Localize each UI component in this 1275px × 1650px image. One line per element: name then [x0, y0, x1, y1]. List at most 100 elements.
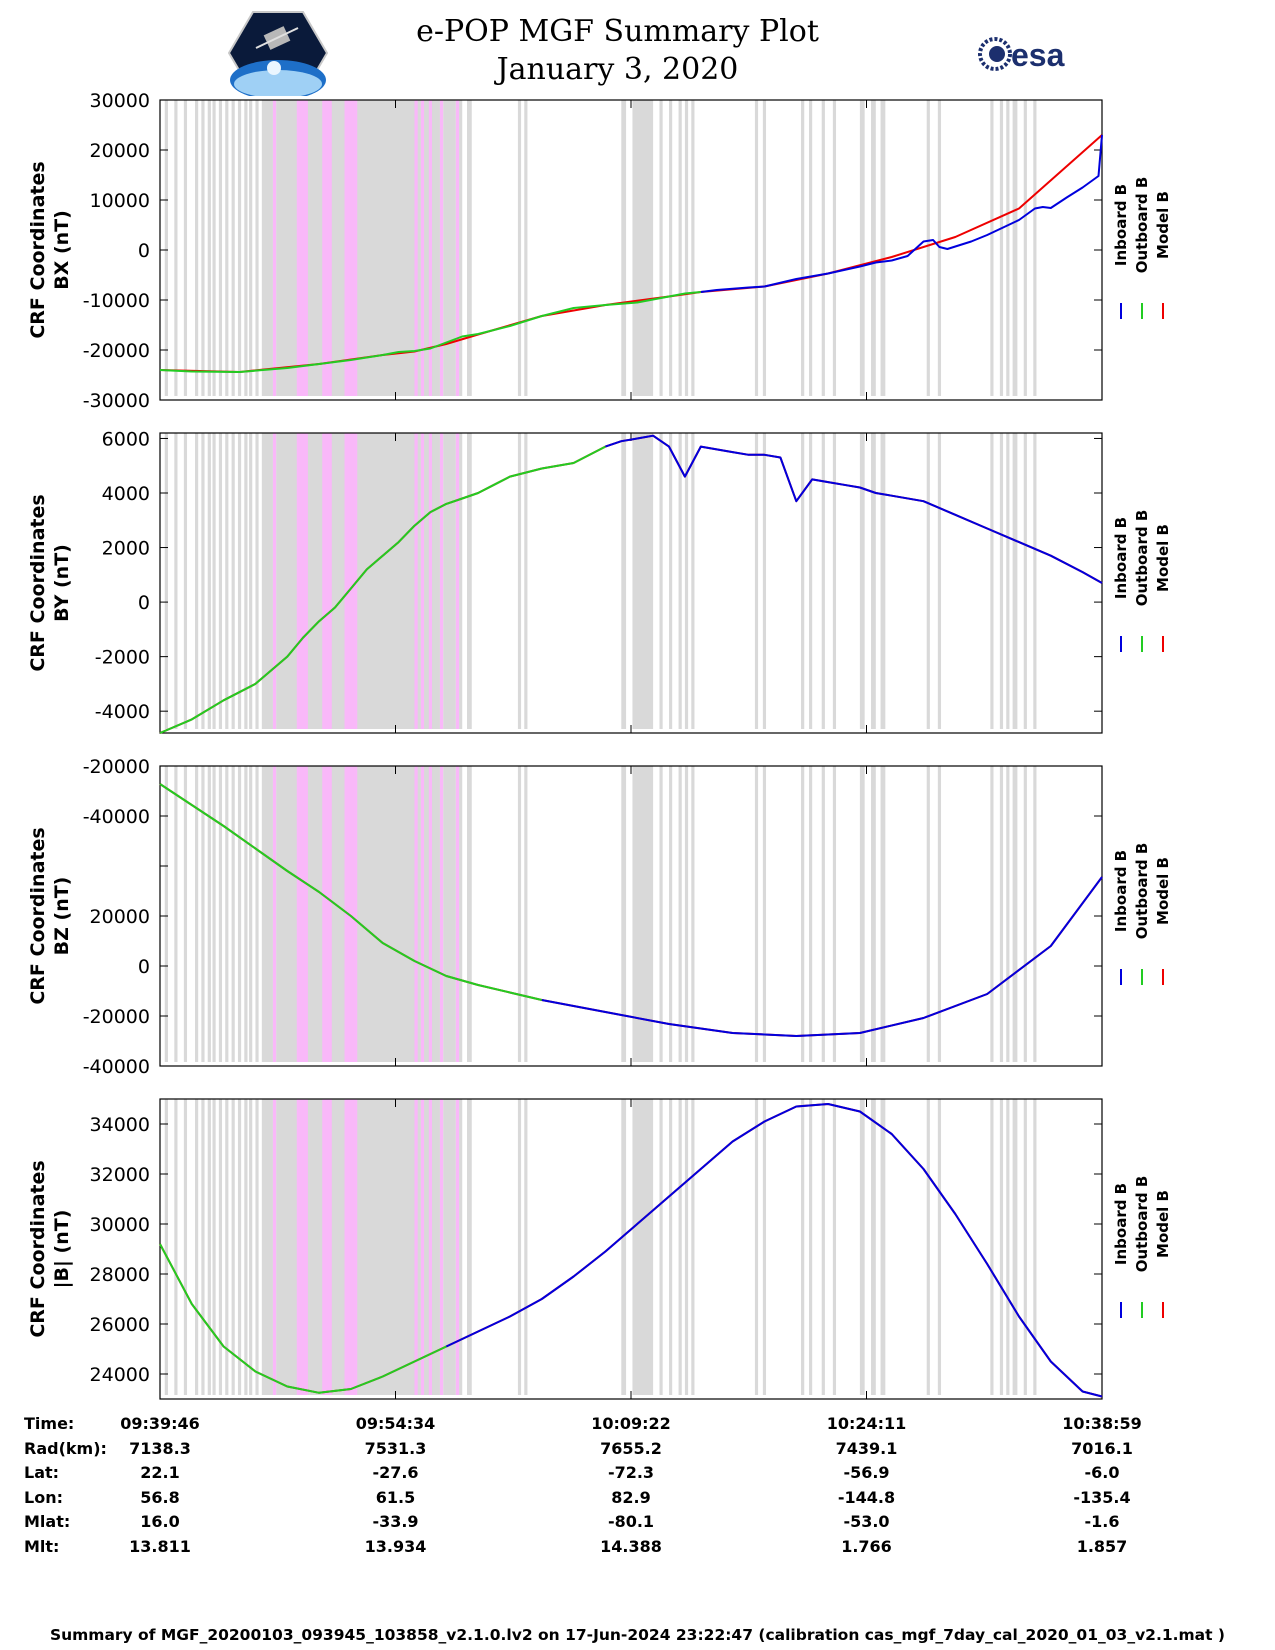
inboard-b-line: [700, 134, 1103, 293]
pink-band: [455, 100, 460, 396]
gap-band: [632, 433, 654, 729]
gap-band: [632, 766, 654, 1062]
pink-band: [455, 1099, 460, 1395]
gap-band: [244, 100, 248, 396]
gap-band: [517, 766, 522, 1062]
gap-band: [244, 766, 248, 1062]
gap-band: [174, 766, 178, 1062]
table-cell: 7016.1: [1071, 1438, 1133, 1458]
gap-band: [225, 1099, 229, 1395]
gap-band: [459, 766, 463, 1062]
gap-band: [207, 1099, 211, 1395]
table-cell: 7655.2: [600, 1438, 662, 1458]
gap-band: [937, 766, 942, 1062]
table-cell: 56.8: [140, 1487, 180, 1507]
gap-band: [859, 100, 865, 396]
gap-band: [194, 433, 199, 729]
gap-band: [990, 766, 994, 1062]
gap-band: [762, 100, 767, 396]
legend-entry: Model B: [1154, 1190, 1172, 1258]
y-axis-label: BY (nT): [51, 544, 73, 622]
y-axis-label: BX (nT): [51, 210, 73, 290]
outboard-b-line: [159, 445, 606, 734]
gap-band: [231, 766, 235, 1062]
gap-band: [621, 433, 627, 729]
y-tick-label: -40000: [83, 1056, 150, 1078]
gap-band: [261, 1099, 273, 1395]
outboard-b-line: [159, 291, 701, 373]
gap-band: [164, 1099, 168, 1395]
gap-band: [808, 766, 813, 1062]
gap-band: [249, 433, 253, 729]
y-tick-label: -30000: [83, 390, 150, 412]
table-cell: 10:38:59: [1062, 1414, 1142, 1433]
gap-band: [174, 100, 178, 396]
pink-band: [455, 433, 460, 729]
gap-band: [201, 433, 205, 729]
pink-band: [272, 433, 277, 729]
gap-band: [762, 766, 767, 1062]
gap-band: [212, 433, 216, 729]
y-tick-label: 30000: [90, 1214, 150, 1236]
pink-band: [420, 766, 425, 1062]
gap-band: [231, 1099, 235, 1395]
gap-band: [669, 433, 673, 729]
y-tick-label: 2000: [102, 538, 150, 560]
y-tick-label: -2000: [95, 647, 150, 669]
gap-band: [1023, 1099, 1027, 1395]
legend-entry: Outboard B: [1133, 843, 1151, 940]
y-tick-label: 24000: [90, 1364, 150, 1386]
gap-band: [249, 100, 253, 396]
gap-band: [459, 1099, 463, 1395]
gap-band: [684, 433, 689, 729]
gap-band: [871, 766, 876, 1062]
pink-band: [296, 100, 308, 396]
table-row-label: Mlat:: [24, 1512, 71, 1532]
table-cell: 7138.3: [129, 1438, 191, 1458]
pink-band: [322, 1099, 332, 1395]
panel-bz: -20000 -40000 20000 0 -20000 -40000 CRF Coordi…: [27, 756, 1172, 1078]
gap-band: [194, 100, 199, 396]
gap-band: [808, 433, 813, 729]
table-cell: 1.857: [1076, 1537, 1128, 1556]
gap-band: [1033, 100, 1037, 396]
y-axis-label: CRF Coordinates: [27, 494, 49, 671]
pink-band: [428, 100, 433, 396]
gap-band: [859, 766, 865, 1062]
gap-band: [678, 433, 682, 729]
table-cell: -72.3: [607, 1463, 655, 1483]
gap-band: [524, 433, 528, 729]
gap-band: [201, 766, 205, 1062]
gap-band: [225, 433, 229, 729]
gap-band: [255, 433, 259, 729]
gap-band: [880, 433, 886, 729]
gap-band: [164, 433, 168, 729]
table-cell: 7439.1: [835, 1438, 898, 1458]
gap-band: [926, 100, 930, 396]
y-axis-label: BZ (nT): [51, 877, 73, 956]
pink-band: [414, 1099, 418, 1395]
gap-band: [990, 1099, 994, 1395]
gap-band: [237, 100, 242, 396]
gap-band: [174, 1099, 178, 1395]
gap-band: [231, 433, 235, 729]
gap-band: [183, 100, 188, 396]
y-tick-label: 32000: [90, 1164, 150, 1186]
pink-band: [439, 433, 444, 729]
table-cell: 82.9: [611, 1487, 651, 1507]
gap-band: [1012, 100, 1018, 396]
gap-band: [467, 100, 472, 396]
table-cell: 14.388: [600, 1537, 662, 1556]
gap-band: [659, 1099, 663, 1395]
pink-band: [344, 433, 358, 729]
gap-band: [926, 1099, 930, 1395]
gap-band: [1023, 433, 1027, 729]
gap-band: [678, 766, 682, 1062]
panel-bx: 30000 20000 10000 0 -10000 -20000 -30000 CRF Co…: [27, 90, 1172, 412]
gap-band: [261, 100, 273, 396]
gap-band: [859, 433, 865, 729]
y-tick-label: 0: [138, 240, 150, 262]
gap-band: [218, 100, 223, 396]
gap-band: [443, 766, 456, 1062]
gap-band: [1006, 766, 1010, 1062]
